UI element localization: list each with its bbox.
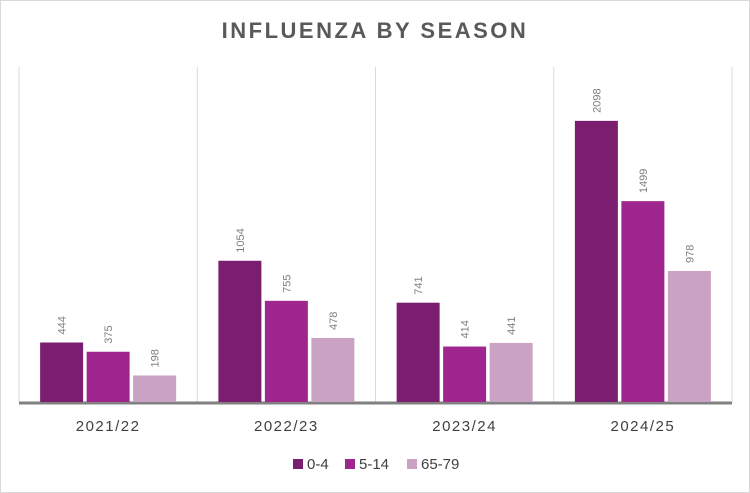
data-label: 478 (328, 312, 340, 330)
bar-0-4-2024/25 (574, 120, 618, 403)
legend-label-5-14: 5-14 (359, 456, 389, 473)
bar-0-4-2021/22 (40, 342, 84, 402)
bar-5-14-2024/25 (621, 201, 665, 402)
legend-swatch-65-79 (407, 459, 417, 469)
bar-5-14-2022/23 (264, 300, 308, 402)
data-label: 741 (413, 276, 425, 294)
x-tick-label: 2021/22 (76, 418, 141, 435)
bar-0-4-2022/23 (218, 260, 262, 402)
legend-swatch-5-14 (345, 459, 355, 469)
chart-title: INFLUENZA BY SEASON (222, 18, 529, 43)
bar-5-14-2023/24 (443, 346, 487, 402)
bar-65-79-2024/25 (667, 270, 711, 402)
legend-label-0-4: 0-4 (307, 456, 329, 473)
x-tick-label: 2024/25 (611, 418, 676, 435)
bar-65-79-2023/24 (489, 342, 533, 402)
data-label: 1054 (235, 228, 247, 252)
data-label: 1499 (638, 169, 650, 193)
data-label: 978 (684, 245, 696, 263)
bar-65-79-2021/22 (133, 375, 177, 402)
data-label: 375 (103, 325, 115, 343)
bar-0-4-2023/24 (396, 302, 440, 402)
bar-65-79-2022/23 (311, 337, 355, 402)
data-label: 444 (57, 316, 69, 334)
x-tick-label: 2022/23 (254, 418, 319, 435)
legend-swatch-0-4 (293, 459, 303, 469)
legend-label-65-79: 65-79 (421, 456, 459, 473)
data-label: 2098 (591, 88, 603, 112)
data-label: 198 (150, 349, 162, 367)
data-label: 755 (281, 274, 293, 292)
x-tick-label: 2023/24 (432, 418, 497, 435)
bar-5-14-2021/22 (86, 351, 130, 402)
data-label: 414 (460, 320, 472, 338)
data-label: 441 (506, 317, 518, 335)
